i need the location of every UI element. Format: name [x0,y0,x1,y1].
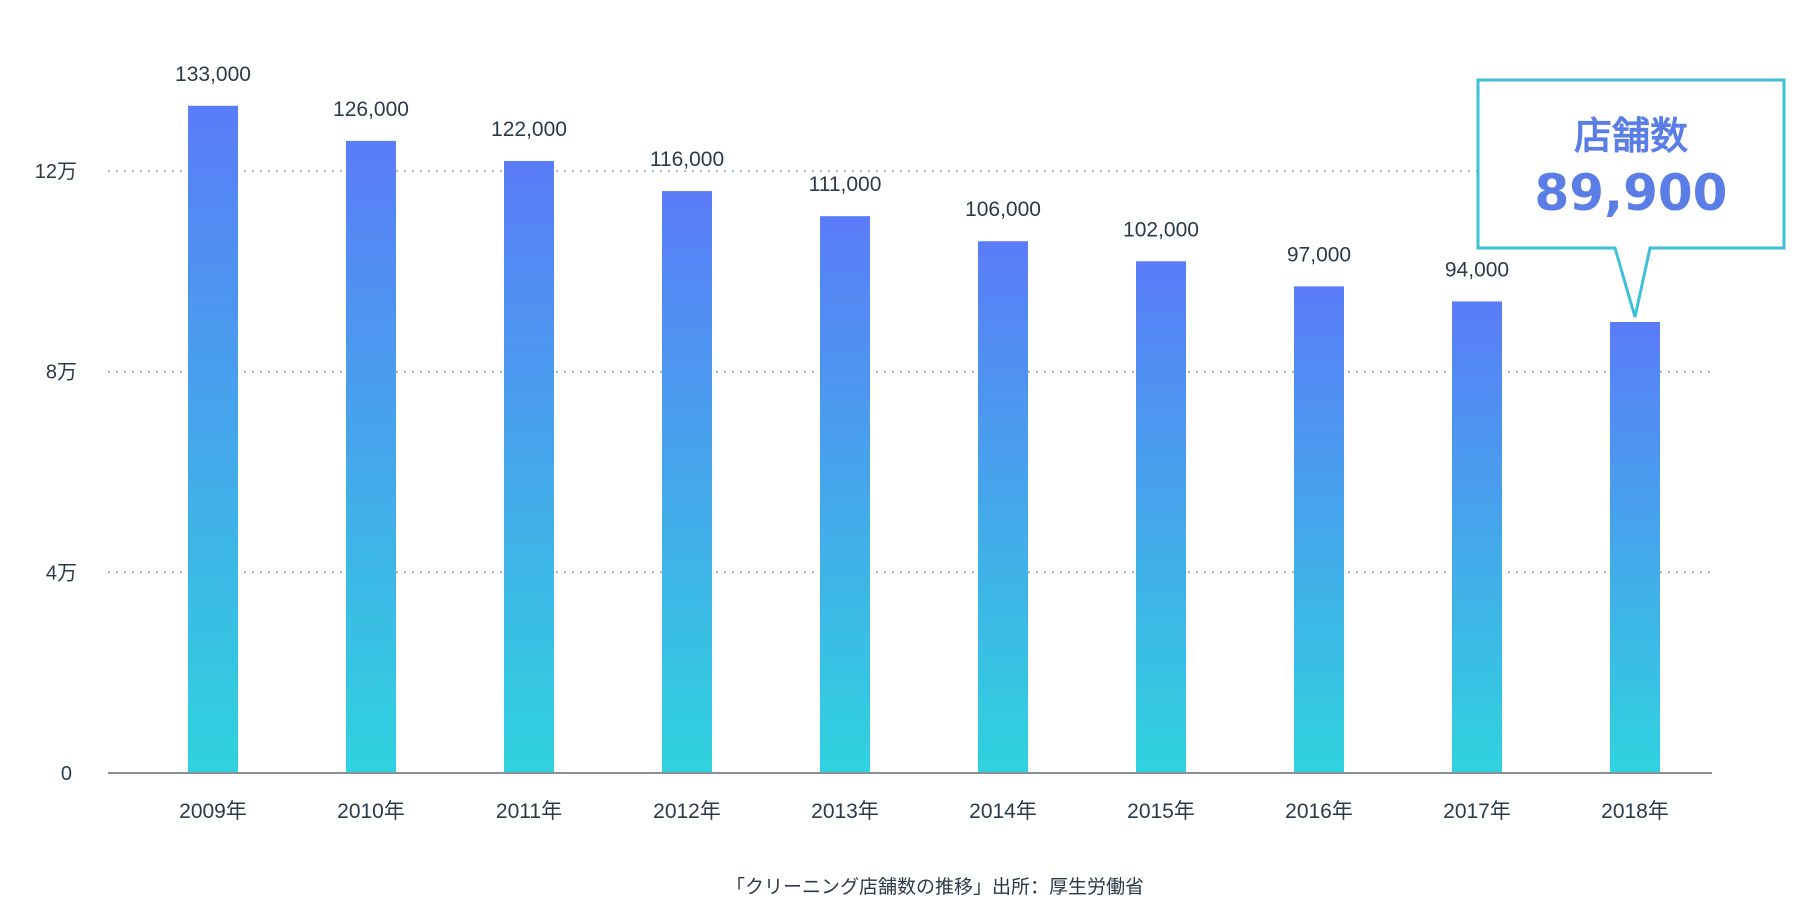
y-tick-label: 0 [61,763,72,785]
data-label: 126,000 [333,98,409,121]
data-label: 133,000 [175,63,251,86]
bar-2011年 [504,160,554,773]
callout-value: 89,900 [1535,164,1728,222]
x-tick-label: 2010年 [337,800,405,823]
x-tick-label: 2013年 [811,800,879,823]
data-label: 116,000 [650,148,724,171]
data-label: 111,000 [809,173,882,196]
y-tick-label: 8万 [46,362,77,384]
x-tick-label: 2017年 [1443,800,1511,823]
y-tick-label: 4万 [46,562,77,584]
x-tick-label: 2012年 [653,800,721,823]
bar-2017年 [1452,301,1502,773]
bar-2014年 [978,241,1028,773]
bar-data-labels: 133,000 126,000 122,000 116,000 111,000 106,0… [175,63,1509,282]
bar-2009年 [188,105,238,774]
x-tick-label: 2009年 [179,800,247,823]
x-tick-label: 2016年 [1285,800,1353,823]
source-note: 「クリーニング店舗数の推移」出所：厚生労働省 [726,876,1144,898]
gridlines [108,170,1712,574]
callout-box [1476,78,1786,318]
y-axis-tick-labels: 0 4万 8万 12万 [35,161,77,785]
data-label: 122,000 [491,118,567,141]
bar-2016年 [1294,286,1344,773]
x-axis-tick-labels: 2009年 2010年 2011年 2012年 2013年 2014年 2015年 2016年… [179,800,1669,823]
callout-title: 店舗数 [1574,114,1688,158]
bar-2018年 [1610,322,1660,773]
data-label: 106,000 [965,198,1041,221]
x-tick-label: 2015年 [1127,800,1195,823]
bar-2013年 [820,216,870,773]
x-tick-label: 2014年 [969,800,1037,823]
x-tick-label: 2018年 [1601,800,1669,823]
bar-2012年 [662,191,712,774]
y-tick-label: 12万 [35,161,77,183]
data-label: 102,000 [1123,218,1199,241]
data-label: 94,000 [1445,258,1509,281]
bar-2010年 [346,140,396,773]
x-tick-label: 2011年 [496,800,562,823]
data-label: 97,000 [1287,243,1351,266]
store-count-callout: 店舗数 89,900 [1476,78,1786,318]
bar-2015年 [1136,261,1186,773]
bars [188,105,1660,774]
